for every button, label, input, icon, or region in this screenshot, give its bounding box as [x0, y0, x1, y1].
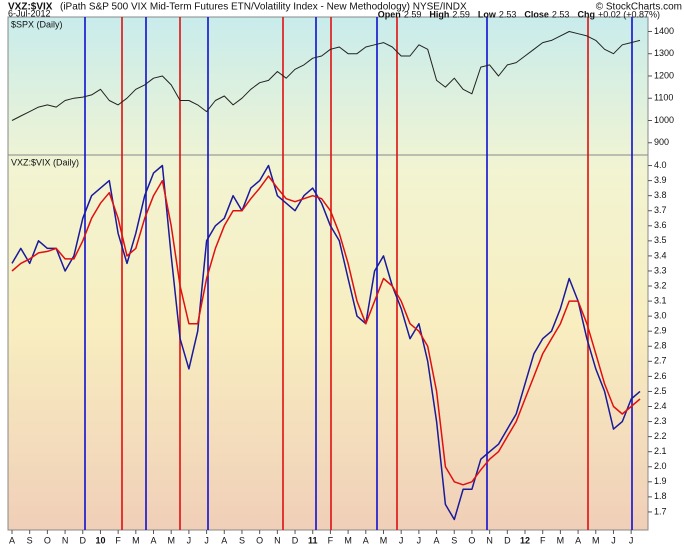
x-tick-label: J — [399, 535, 404, 545]
chart-subtitle: (iPath S&P 500 VIX Mid-Term Futures ETN/… — [60, 2, 467, 13]
y-tick-label: 3.7 — [654, 205, 667, 215]
y-tick-label: 2.3 — [654, 416, 667, 426]
x-tick-label: O — [256, 535, 263, 545]
x-tick-label: 11 — [308, 535, 318, 545]
x-tick-label: 12 — [520, 535, 530, 545]
y-tick-label: 900 — [654, 137, 669, 147]
x-tick-label: N — [274, 535, 281, 545]
y-tick-label: 3.0 — [654, 311, 667, 321]
y-tick-label: 3.4 — [654, 250, 667, 260]
x-tick-label: F — [115, 535, 121, 545]
x-tick-label: S — [27, 535, 33, 545]
y-tick-label: 2.8 — [654, 341, 667, 351]
x-tick-label: A — [363, 535, 369, 545]
marker-lines — [84, 17, 633, 530]
credit: © StockCharts.com — [596, 2, 682, 13]
x-tick-label: J — [204, 535, 209, 545]
x-tick-label: S — [451, 535, 457, 545]
y-tick-label: 2.0 — [654, 461, 667, 471]
quote-text: Open — [378, 9, 401, 19]
x-tick-label: N — [62, 535, 69, 545]
quote-text: +0.02 (+0.87%) — [598, 9, 660, 19]
x-tick-label: M — [380, 535, 388, 545]
quote-text: 2.59 — [404, 9, 422, 19]
y-tick-label: 3.5 — [654, 235, 667, 245]
x-tick-label: A — [575, 535, 581, 545]
series-line — [11, 175, 641, 486]
y-tick-label: 2.4 — [654, 401, 667, 411]
x-tick-label: O — [44, 535, 51, 545]
chart-title: VXZ:$VIX — [8, 2, 53, 13]
x-tick-label: F — [540, 535, 546, 545]
y-tick-label: 2.6 — [654, 371, 667, 381]
panel-label: $SPX (Daily) — [11, 19, 63, 29]
x-tick-label: M — [167, 535, 175, 545]
x-tick-label: J — [417, 535, 422, 545]
x-tick-label: F — [328, 535, 334, 545]
x-tick-label: 10 — [95, 535, 105, 545]
y-tick-label: 1.9 — [654, 476, 667, 486]
x-tick-label: D — [80, 535, 87, 545]
x-tick-label: A — [151, 535, 157, 545]
y-tick-label: 1000 — [654, 115, 674, 125]
y-tick-label: 1200 — [654, 70, 674, 80]
x-tick-label: J — [187, 535, 192, 545]
x-tick-label: A — [221, 535, 227, 545]
y-tick-label: 4.0 — [654, 160, 667, 170]
y-tick-label: 3.2 — [654, 280, 667, 290]
quote-text: High — [429, 9, 449, 19]
y-tick-label: 1100 — [654, 93, 673, 103]
x-tick-label: M — [132, 535, 140, 545]
x-tick-label: S — [239, 535, 245, 545]
quote-text: Chg — [577, 9, 595, 19]
y-tick-label: 3.3 — [654, 265, 667, 275]
series-line — [11, 31, 641, 121]
y-tick-label: 3.9 — [654, 175, 667, 185]
x-tick-label: J — [611, 535, 616, 545]
plot-background — [7, 16, 649, 531]
y-tick-label: 2.2 — [654, 431, 667, 441]
y-tick-label: 1400 — [654, 26, 674, 36]
quote-text: 2.59 — [452, 9, 470, 19]
y-tick-label: 1.8 — [654, 491, 667, 501]
quote-text: 2.53 — [499, 9, 517, 19]
series-line — [11, 164, 641, 521]
chart-date: 6-Jul-2012 — [8, 8, 51, 18]
x-tick-label: J — [629, 535, 634, 545]
y-tick-label: 1.7 — [654, 506, 667, 516]
y-tick-label: 2.1 — [654, 446, 667, 456]
quote-text: Close — [524, 9, 549, 19]
quote-text: 2.53 — [552, 9, 570, 19]
x-tick-label: A — [9, 535, 15, 545]
x-tick-label: A — [434, 535, 440, 545]
x-tick-label: D — [504, 535, 511, 545]
y-tick-label: 2.7 — [654, 356, 667, 366]
y-tick-label: 2.9 — [654, 326, 667, 336]
panel-label: VXZ:$VIX (Daily) — [11, 157, 79, 167]
y-tick-label: 1300 — [654, 48, 674, 58]
quote-text: Low — [478, 9, 497, 19]
x-tick-label: O — [468, 535, 475, 545]
y-tick-label: 3.1 — [654, 295, 667, 305]
x-tick-label: M — [344, 535, 352, 545]
y-tick-label: 3.8 — [654, 190, 667, 200]
x-tick-label: N — [486, 535, 493, 545]
y-tick-label: 2.5 — [654, 386, 667, 396]
x-tick-label: D — [292, 535, 299, 545]
x-tick-label: M — [557, 535, 565, 545]
y-tick-label: 3.6 — [654, 220, 667, 230]
x-tick-label: M — [592, 535, 600, 545]
